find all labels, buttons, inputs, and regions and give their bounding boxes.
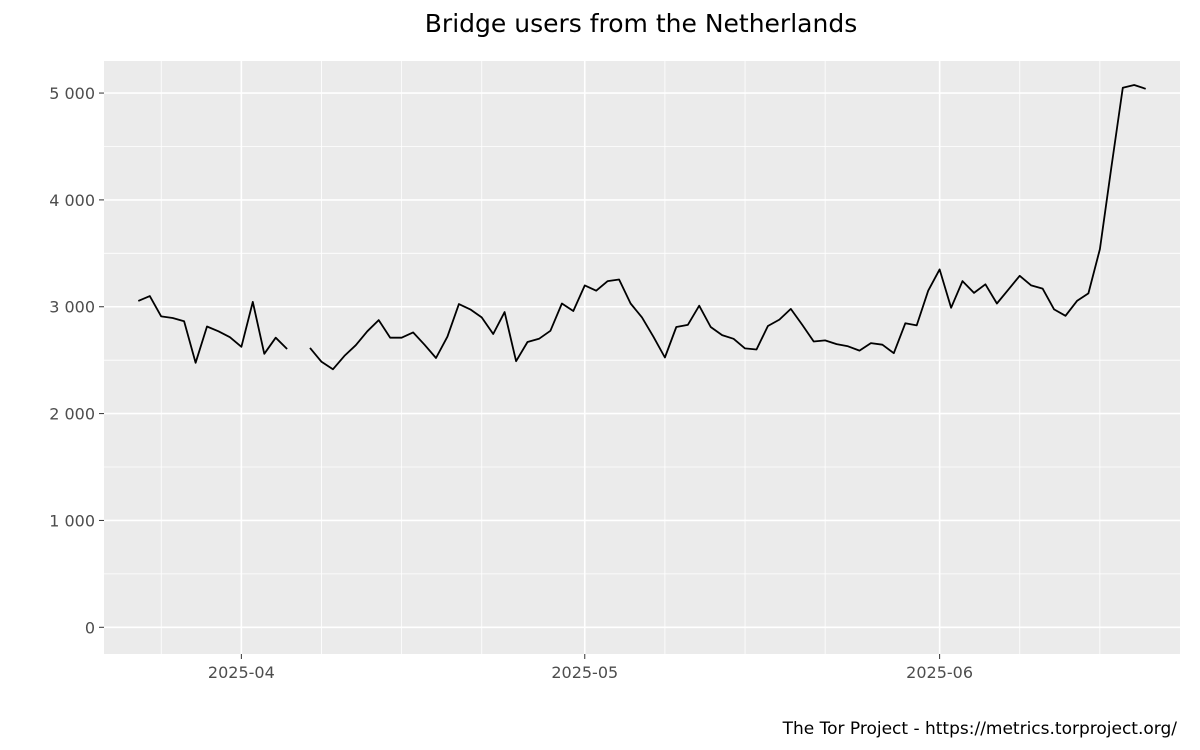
y-axis: 0 1 000 2 000 3 000 4 000 5 000: [49, 84, 104, 637]
y-tick-label: 2 000: [49, 405, 95, 424]
y-tick-label: 0: [85, 618, 95, 637]
y-tick-label: 3 000: [49, 298, 95, 317]
series-line: [137, 295, 288, 364]
x-axis: 2025-04 2025-05 2025-06: [208, 654, 973, 682]
major-gridlines: [104, 61, 1180, 654]
y-tick-label: 1 000: [49, 511, 95, 530]
minor-gridlines: [104, 61, 1180, 654]
series-lines: [137, 84, 1146, 371]
x-tick-label: 2025-05: [551, 663, 618, 682]
x-tick-label: 2025-04: [208, 663, 275, 682]
y-tick-label: 4 000: [49, 191, 95, 210]
y-tick-label: 5 000: [49, 84, 95, 103]
x-tick-label: 2025-06: [906, 663, 973, 682]
plot-panel: [104, 61, 1180, 654]
series-line: [309, 84, 1146, 371]
chart-caption: The Tor Project - https://metrics.torpro…: [782, 719, 1178, 739]
chart-title: Bridge users from the Netherlands: [425, 9, 857, 38]
